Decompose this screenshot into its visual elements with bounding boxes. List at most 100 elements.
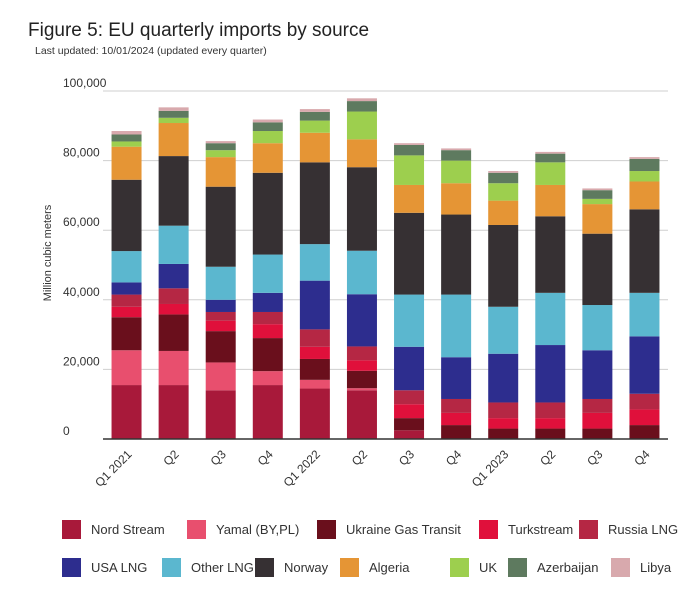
y-tick-label: 80,000 [63,146,100,160]
bar-segment-usa-lng [394,346,425,391]
bar-segment-yamal-by-pl [205,362,236,391]
bar-segment-other-lng [629,292,660,337]
bar-segment-ukraine-gas-transit [488,428,519,439]
bar-segment-uk [629,171,660,182]
bar-segment-uk [205,150,236,158]
bar-segment-other-lng [346,250,377,295]
bar-segment-azerbaijan [205,143,236,151]
legend-swatch [611,558,630,577]
bar-stack [299,109,330,439]
legend-swatch [255,558,274,577]
bar-segment-uk [582,198,613,205]
x-tick-label: Q4 [255,447,276,468]
bar-segment-nord-stream [394,430,425,439]
bar-segment-usa-lng [299,280,330,330]
legend-label: USA LNG [91,560,148,575]
bar-segment-libya [394,143,425,145]
legend-swatch [62,558,81,577]
bar-segment-norway [252,172,283,255]
bar-segment-yamal-by-pl [111,350,142,386]
bar-segment-azerbaijan [158,110,189,118]
bar-segment-norway [346,167,377,251]
bar-segment-azerbaijan [394,144,425,156]
x-tick-label: Q3 [396,447,417,468]
y-tick-label: 60,000 [63,215,100,229]
legend-swatch [450,558,469,577]
bar-segment-libya [205,141,236,144]
bar-segment-turkstream [252,324,283,339]
bar-segment-russia-lng [488,402,519,419]
x-tick-label: Q3 [208,447,229,468]
legend-item: Azerbaijan [508,558,598,577]
bar-segment-ukraine-gas-transit [111,317,142,351]
bar-segment-azerbaijan [582,190,613,199]
gridlines [103,90,668,370]
bar-segment-other-lng [158,225,189,264]
bar-segment-azerbaijan [535,153,566,163]
bar-segment-libya [299,109,330,112]
bar-segment-algeria [582,204,613,234]
bar-segment-algeria [441,183,472,215]
bar-segment-usa-lng [441,357,472,399]
bar-segment-turkstream [346,360,377,371]
legend-label: Ukraine Gas Transit [346,522,461,537]
legend-swatch [479,520,498,539]
x-tick-labels: Q1 2021 Q2 Q3 Q4 Q1 2022 Q2 Q3 Q4 Q1 2023 Q2 Q3 Q4 [92,447,653,490]
bar-segment-turkstream [394,404,425,419]
bar-segment-algeria [346,139,377,168]
bar-segment-libya [111,131,142,135]
bar-stack [535,151,566,439]
bar-segment-yamal-by-pl [158,350,189,386]
bar-segment-turkstream [299,346,330,359]
bar-segment-usa-lng [111,282,142,295]
bar-segment-usa-lng [582,350,613,399]
bar-segment-norway [158,156,189,226]
legend-item: Algeria [340,558,409,577]
legend-label: Turkstream [508,522,574,537]
bar-segment-norway [582,233,613,306]
bar-segment-ukraine-gas-transit [346,370,377,389]
bar-segment-uk [252,131,283,144]
legend-label: Libya [640,560,672,575]
bar-segment-russia-lng [299,329,330,347]
bar-segment-algeria [629,181,660,210]
legend-label: Yamal (BY,PL) [216,522,300,537]
bar-segment-norway [205,186,236,267]
bar-segment-other-lng [394,294,425,347]
bar-segment-other-lng [488,306,519,354]
x-tick-label: Q4 [443,447,464,468]
y-tick-label: 100,000 [63,76,107,90]
bar-segment-uk [535,162,566,185]
legend-label: Russia LNG [608,522,679,537]
bar-segment-other-lng [441,294,472,358]
legend-swatch [162,558,181,577]
legend-swatch [187,520,206,539]
bar-segment-uk [158,117,189,124]
legend-label: Azerbaijan [537,560,599,575]
legend-item: Turkstream [479,520,573,539]
bar-segment-libya [346,98,377,102]
bar-segment-azerbaijan [441,150,472,161]
bar-segment-azerbaijan [111,134,142,142]
y-tick-label: 0 [63,424,70,438]
bar-segment-nord-stream [299,388,330,439]
bar-segment-other-lng [205,266,236,300]
bar-segment-ukraine-gas-transit [252,338,283,372]
bar-segment-ukraine-gas-transit [629,425,660,439]
legend-item: Norway [255,558,328,577]
bar-segment-libya [629,157,660,159]
bar-segment-norway [441,214,472,295]
bar-segment-russia-lng [394,390,425,405]
legend-item: UK [450,558,497,577]
bar-segment-libya [535,151,566,154]
bar-segment-libya [158,107,189,111]
legend-label: Algeria [369,560,410,575]
bar-segment-ukraine-gas-transit [299,358,330,380]
x-tick-label: Q1 2022 [281,447,324,490]
legend-swatch [579,520,598,539]
bar-segment-russia-lng [629,393,660,410]
bar-segment-uk [394,155,425,185]
bars [111,98,660,439]
bar-stack [629,157,660,439]
